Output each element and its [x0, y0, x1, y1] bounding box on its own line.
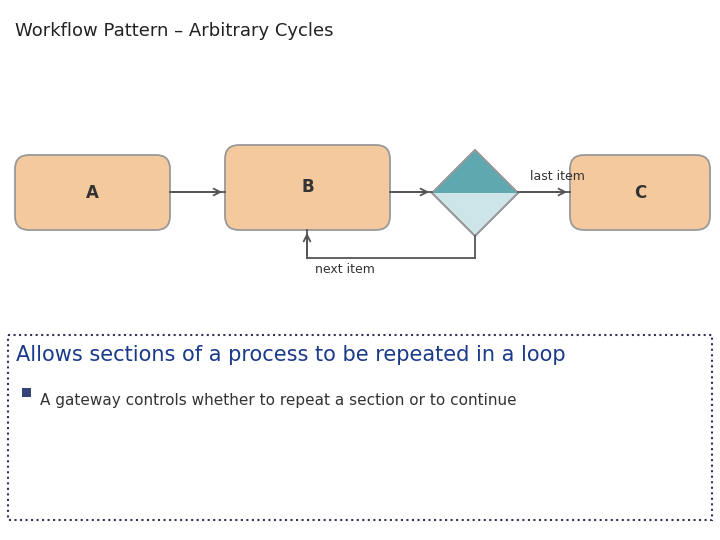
Text: last item: last item [530, 170, 585, 183]
Text: A gateway controls whether to repeat a section or to continue: A gateway controls whether to repeat a s… [40, 393, 517, 408]
Polygon shape [432, 150, 518, 236]
FancyBboxPatch shape [8, 335, 712, 520]
Text: Allows sections of a process to be repeated in a loop: Allows sections of a process to be repea… [16, 345, 566, 365]
Polygon shape [432, 150, 518, 193]
FancyBboxPatch shape [15, 155, 170, 230]
Text: C: C [634, 184, 646, 201]
FancyBboxPatch shape [225, 145, 390, 230]
FancyBboxPatch shape [570, 155, 710, 230]
Text: Workflow Pattern – Arbitrary Cycles: Workflow Pattern – Arbitrary Cycles [15, 22, 333, 40]
Bar [22, 388, 31, 397]
Text: A: A [86, 184, 99, 201]
Text: B: B [301, 179, 314, 197]
Text: next item: next item [315, 263, 375, 276]
